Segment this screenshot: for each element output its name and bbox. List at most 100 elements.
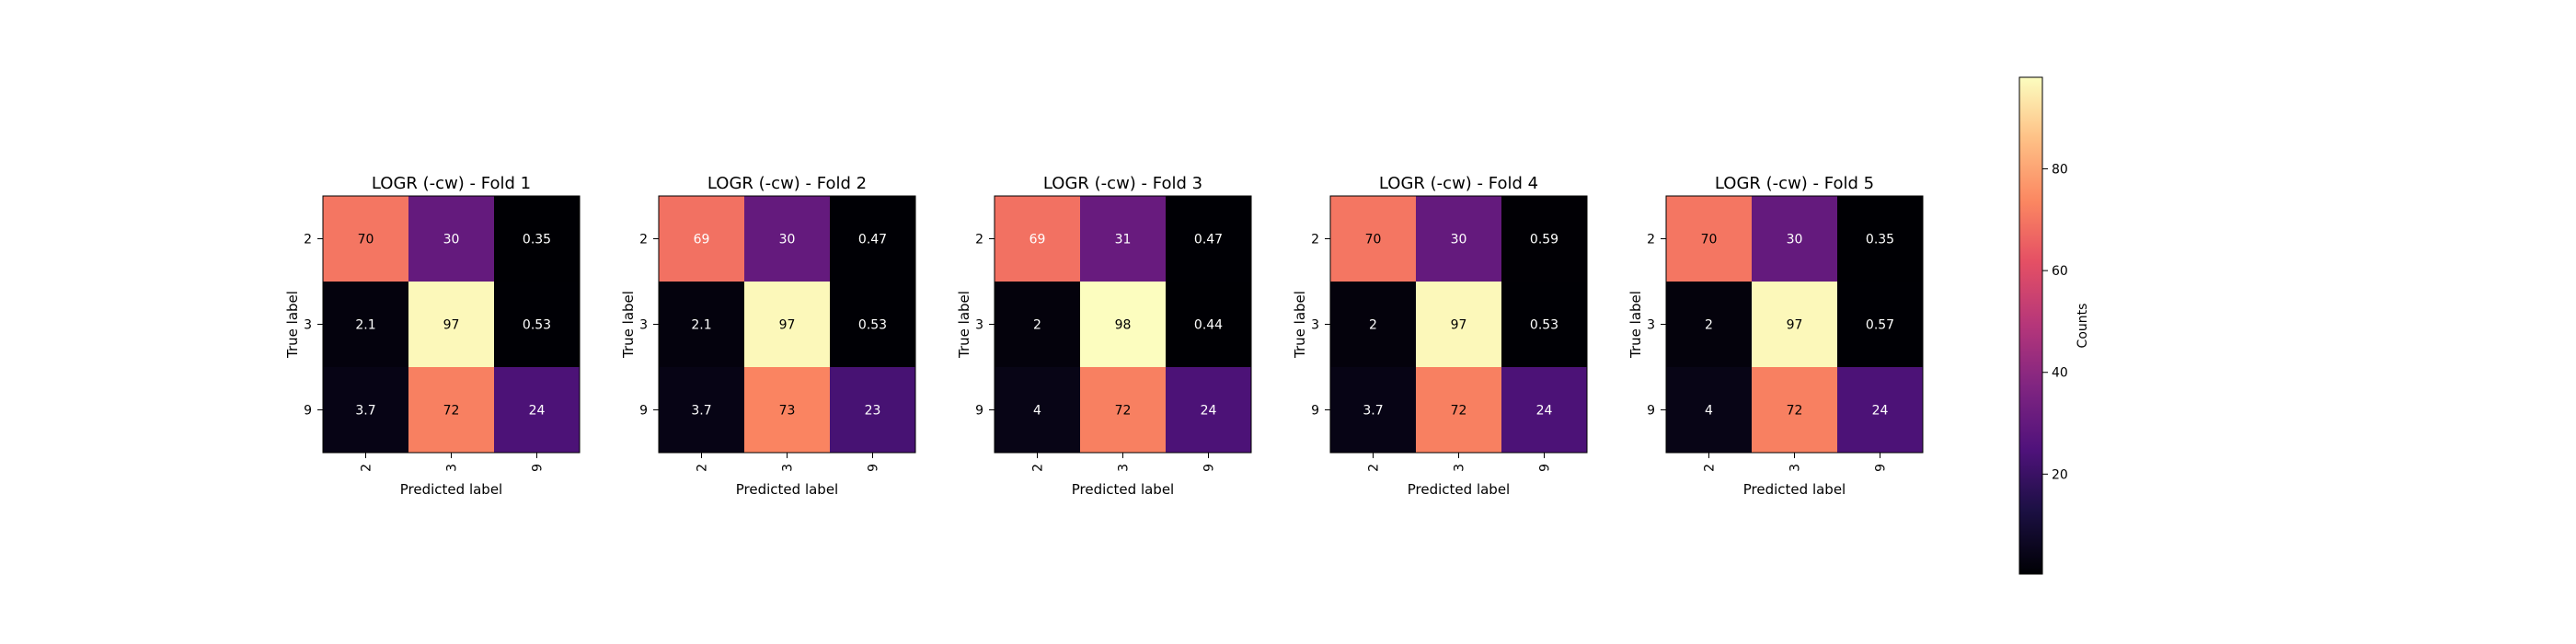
heatmap-cell	[408, 196, 494, 282]
heatmap-cell	[494, 282, 580, 367]
x-tick-label: 3	[781, 464, 796, 472]
cell-value-label: 24	[1872, 404, 1889, 419]
cell-value-label: 97	[1451, 318, 1467, 333]
x-tick-label: 2	[360, 464, 374, 472]
colorbar-tick-label: 20	[2052, 467, 2068, 482]
x-tick-label: 9	[1874, 464, 1889, 472]
cell-value-label: 30	[779, 233, 796, 247]
y-tick-label: 2	[1311, 233, 1319, 247]
confusion-matrix-fold-3: LOGR (-cw) - Fold 3 69 31 0.47 2 98 0.44 4 72 24 2…	[956, 174, 1252, 498]
cell-value-label: 98	[1115, 318, 1132, 333]
heatmap-cell	[1752, 196, 1837, 282]
heatmap-cell	[494, 196, 580, 282]
cell-value-label: 70	[1701, 233, 1718, 247]
heatmap-cell	[408, 282, 494, 367]
heatmap-cell	[995, 282, 1080, 367]
panel-title: LOGR (-cw) - Fold 5	[1715, 174, 1874, 193]
x-tick-label: 9	[1202, 464, 1217, 472]
cell-value-label: 69	[1029, 233, 1046, 247]
y-tick-label: 9	[639, 404, 648, 419]
heatmap-cell	[659, 367, 744, 453]
heatmap-cell	[1416, 196, 1501, 282]
cell-value-label: 3.7	[1363, 404, 1383, 419]
x-tick-label: 2	[1367, 464, 1382, 472]
cell-value-label: 0.47	[1194, 233, 1223, 247]
heatmap-cell	[1837, 196, 1923, 282]
cell-value-label: 2.1	[355, 318, 375, 333]
cell-value-label: 3.7	[691, 404, 711, 419]
heatmap-cell	[830, 367, 915, 453]
cell-value-label: 2	[1369, 318, 1377, 333]
heatmap-cell	[1666, 367, 1752, 453]
confusion-matrix-fold-1: LOGR (-cw) - Fold 1 70 30 0.35 2.1 97 0.53 3.7 7…	[284, 174, 581, 498]
heatmap-cell	[1416, 367, 1501, 453]
y-tick-label: 2	[304, 233, 312, 247]
heatmap-cell	[1837, 367, 1923, 453]
x-axis-label: Predicted label	[1743, 481, 1846, 498]
cell-value-label: 4	[1033, 404, 1041, 419]
y-tick-label: 3	[975, 318, 983, 333]
cell-value-label: 72	[443, 404, 460, 419]
y-tick-label: 3	[304, 318, 312, 333]
colorbar-gradient	[2019, 77, 2042, 574]
cell-value-label: 2	[1705, 318, 1713, 333]
heatmap-cell	[1666, 282, 1752, 367]
y-tick-label: 3	[1311, 318, 1319, 333]
colorbar-label: Counts	[2076, 304, 2090, 349]
colorbar-tick-label: 80	[2052, 163, 2068, 178]
x-axis-label: Predicted label	[1072, 481, 1174, 498]
heatmap-cell	[995, 367, 1080, 453]
cell-value-label: 2	[1033, 318, 1041, 333]
heatmap-cell	[1166, 282, 1251, 367]
panel-title: LOGR (-cw) - Fold 2	[707, 174, 867, 193]
heatmap-cell	[830, 196, 915, 282]
x-tick-label: 3	[445, 464, 460, 472]
cell-value-label: 0.53	[523, 318, 551, 333]
y-axis-label: True label	[620, 291, 637, 359]
y-tick-label: 2	[1647, 233, 1655, 247]
cell-value-label: 97	[779, 318, 796, 333]
heatmap-cell	[1330, 282, 1416, 367]
x-tick-label: 2	[1031, 464, 1046, 472]
cell-value-label: 97	[1787, 318, 1803, 333]
confusion-matrix-fold-2: LOGR (-cw) - Fold 2 69 30 0.47 2.1 97 0.53 3.7 7…	[620, 174, 916, 498]
cell-value-label: 0.47	[858, 233, 887, 247]
confusion-matrix-fold-4: LOGR (-cw) - Fold 4 70 30 0.59 2 97 0.53 3.7 72 2…	[1292, 174, 1588, 498]
y-tick-label: 2	[975, 233, 983, 247]
x-axis-label: Predicted label	[400, 481, 502, 498]
heatmap-cell	[1666, 196, 1752, 282]
cell-value-label: 72	[1787, 404, 1803, 419]
x-tick-label: 3	[1117, 464, 1132, 472]
x-tick-label: 9	[531, 464, 546, 472]
cell-value-label: 73	[779, 404, 796, 419]
y-tick-label: 3	[1647, 318, 1655, 333]
heatmap-cell	[1752, 367, 1837, 453]
heatmap-cell	[408, 367, 494, 453]
heatmap-cell	[1080, 367, 1166, 453]
x-tick-label: 2	[696, 464, 710, 472]
cell-value-label: 24	[1536, 404, 1553, 419]
y-tick-label: 3	[639, 318, 648, 333]
cell-value-label: 0.53	[1530, 318, 1558, 333]
y-axis-label: True label	[1627, 291, 1644, 359]
cell-value-label: 0.53	[858, 318, 887, 333]
cell-value-label: 30	[1787, 233, 1803, 247]
colorbar-tick-label: 40	[2052, 366, 2068, 381]
y-tick-label: 9	[975, 404, 983, 419]
heatmap-cell	[1752, 282, 1837, 367]
heatmap-cell	[1166, 367, 1251, 453]
heatmap-cell	[494, 367, 580, 453]
x-tick-label: 3	[1788, 464, 1803, 472]
y-axis-label: True label	[956, 291, 972, 359]
y-tick-label: 9	[304, 404, 312, 419]
heatmap-cell	[659, 196, 744, 282]
heatmap-cell	[1501, 196, 1587, 282]
colorbar-frame	[2018, 76, 2043, 575]
confusion-matrix-fold-5: LOGR (-cw) - Fold 5 70 30 0.35 2 97 0.57 4 72 24 2…	[1627, 174, 1924, 498]
x-tick-label: 2	[1703, 464, 1718, 472]
cell-value-label: 0.57	[1866, 318, 1894, 333]
cell-value-label: 70	[358, 233, 374, 247]
cell-value-label: 30	[1451, 233, 1467, 247]
heatmap-cell	[323, 282, 408, 367]
heatmap-cell	[659, 282, 744, 367]
